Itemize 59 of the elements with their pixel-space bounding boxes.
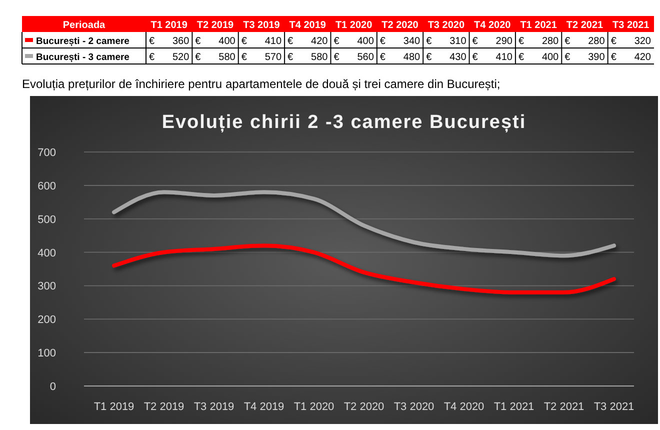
x-tick-label: T1 2021: [494, 401, 534, 413]
text: € 290: [472, 36, 512, 47]
text: € 400: [518, 52, 559, 63]
x-tick-label: T3 2020: [394, 401, 434, 413]
x-tick-label: T4 2020: [444, 401, 484, 413]
x-tick-label: T1 2020: [294, 401, 334, 413]
y-tick-label: 700: [38, 147, 56, 159]
legend-label: București - 2 camere: [36, 36, 130, 47]
category-label: T1 2019: [150, 20, 188, 31]
category-label: T4 2019: [289, 20, 326, 31]
y-tick-label: 100: [38, 348, 56, 360]
category-label: T1 2020: [335, 20, 372, 31]
x-tick-label: T3 2021: [594, 401, 634, 413]
text: € 570: [241, 52, 282, 63]
category-label: T4 2020: [474, 20, 511, 31]
text: € 310: [426, 36, 466, 47]
category-label: T2 2019: [196, 20, 234, 31]
line-series: [112, 190, 616, 258]
category-label: T2 2021: [566, 20, 604, 31]
x-tick-label: T2 2020: [344, 401, 384, 413]
text: € 340: [380, 36, 420, 47]
legend-label: București - 3 camere: [36, 52, 130, 63]
y-tick-label: 400: [38, 247, 56, 260]
category-label: T3 2020: [428, 20, 465, 31]
text: € 520: [149, 52, 190, 63]
text: € 400: [195, 36, 236, 47]
text: € 480: [380, 52, 420, 63]
text: Perioada: [62, 20, 106, 31]
text: € 280: [518, 36, 559, 47]
category-label: T3 2021: [612, 20, 650, 31]
text: € 420: [610, 52, 651, 63]
line-series: [112, 244, 616, 294]
chart-title: Evoluție chirii 2 -3 camere București: [162, 112, 526, 133]
y-tick-label: 500: [38, 214, 56, 226]
text: € 560: [334, 52, 374, 63]
text: € 430: [426, 52, 466, 63]
text: € 420: [288, 36, 328, 47]
text: € 280: [564, 36, 605, 47]
y-tick-label: 0: [50, 381, 56, 393]
text: € 400: [334, 36, 374, 47]
x-tick-label: T2 2021: [544, 401, 584, 413]
x-tick-label: T4 2019: [244, 401, 284, 413]
y-tick-label: 300: [38, 280, 56, 293]
text: € 320: [610, 36, 651, 47]
text: € 580: [195, 52, 236, 63]
text: € 410: [241, 36, 282, 47]
x-tick-label: T3 2019: [194, 401, 234, 413]
category-label: T3 2019: [243, 20, 280, 31]
y-tick-label: 600: [38, 180, 56, 192]
text: € 390: [564, 52, 605, 63]
text: € 580: [288, 52, 328, 63]
category-label: T2 2020: [382, 20, 418, 31]
x-tick-label: T2 2019: [144, 401, 184, 413]
category-label: T1 2021: [520, 20, 557, 31]
text: Evoluția prețurilor de închiriere pentru apartamentele de două și trei camere din București;: [22, 77, 500, 91]
text: € 360: [149, 36, 190, 47]
text: € 410: [472, 52, 512, 63]
y-tick-label: 200: [38, 314, 56, 326]
x-tick-label: T1 2019: [94, 401, 134, 413]
